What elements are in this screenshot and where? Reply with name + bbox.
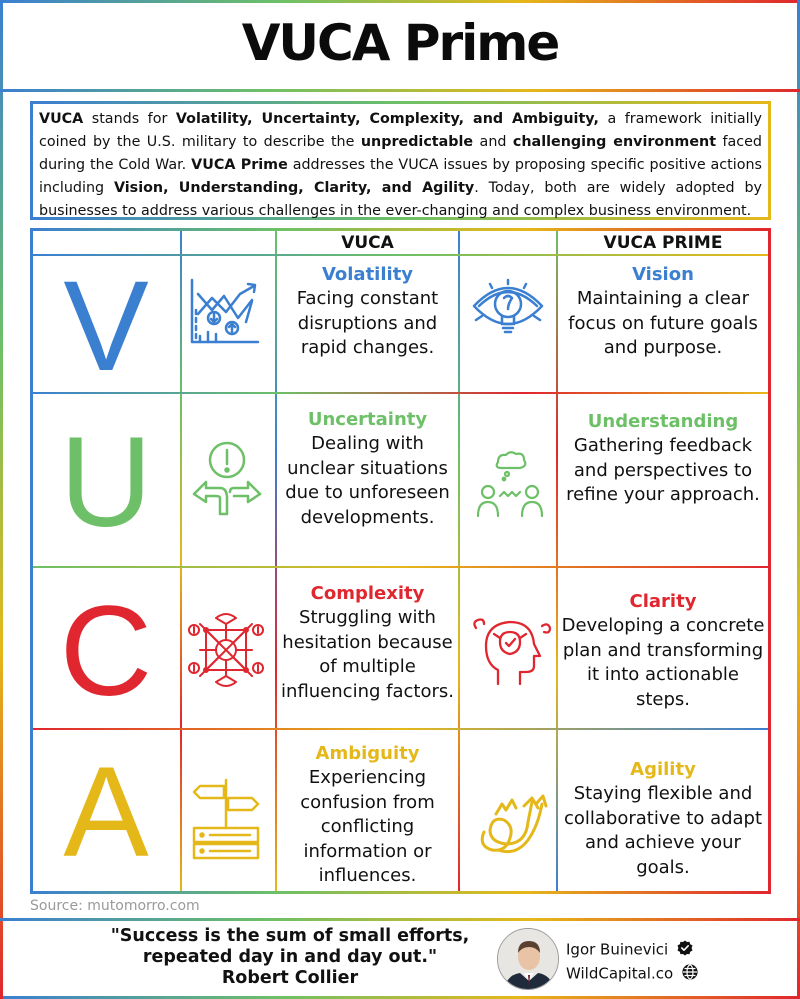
vuca-cell-complexity: Complexity Struggling with hesitation be…	[277, 582, 458, 704]
prime-cell-clarity: Clarity Developing a concrete plan and t…	[558, 590, 768, 712]
intro-term-unpredictable: unpredictable	[360, 134, 474, 150]
title-divider	[0, 89, 800, 92]
prime-title: Understanding	[587, 411, 739, 432]
eye-lightbulb-icon	[470, 276, 546, 353]
intro-text: stands for	[83, 111, 176, 127]
grid-line	[458, 231, 460, 891]
letter-c: C	[59, 580, 153, 723]
people-discussion-icon	[474, 448, 546, 525]
letter-a: A	[63, 741, 149, 884]
letter-u: U	[59, 411, 153, 554]
intro-term-list: Volatility, Uncertainty, Complexity, and…	[175, 111, 599, 127]
prime-description: Gathering feedback and perspectives to r…	[566, 435, 760, 505]
globe-icon	[682, 964, 698, 984]
quote-author: Robert Collier	[221, 968, 359, 988]
prime-cell-vision: Vision Maintaining a clear focus on futu…	[558, 263, 768, 361]
quote-line: repeated day in and day out."	[142, 947, 438, 967]
quote-line: "Success is the sum of small efforts,	[110, 926, 470, 946]
grid-line	[275, 231, 277, 891]
head-brain-icon	[472, 614, 552, 693]
prime-cell-agility: Agility Staying flexible and collaborati…	[558, 758, 768, 880]
header-vuca-prime: VUCA PRIME	[603, 233, 723, 253]
vuca-title: Ambiguity	[315, 743, 420, 764]
vuca-cell-volatility: Volatility Facing constant disruptions a…	[277, 263, 458, 361]
vuca-description: Experiencing confusion from conflicting …	[300, 767, 435, 886]
vuca-cell-uncertainty: Uncertainty Dealing with unclear situati…	[277, 408, 458, 530]
intro-term-prime-list: Vision, Understanding, Clarity, and Agil…	[113, 180, 475, 196]
intro-text: a framework initially coined by the U.S.…	[39, 111, 762, 150]
source-credit: Source: mutomorro.com	[30, 898, 200, 914]
vuca-description: Facing constant disruptions and rapid ch…	[296, 288, 439, 358]
grid-line	[556, 231, 558, 891]
page-title: VUCA Prime	[241, 14, 561, 72]
header-vuca: VUCA	[341, 233, 394, 253]
grid-line	[180, 231, 182, 891]
prime-description: Developing a concrete plan and transform…	[561, 615, 765, 710]
intro-text: addresses the VUCA issues by proposing s…	[39, 157, 762, 196]
footer-divider	[0, 918, 800, 921]
vuca-description: Dealing with unclear situations due to u…	[285, 433, 450, 528]
crossroads-alert-icon	[190, 440, 264, 523]
prime-title: Clarity	[629, 591, 697, 612]
network-hub-icon	[186, 610, 266, 695]
quote-block: "Success is the sum of small efforts, re…	[60, 926, 520, 989]
intro-text: . Today, both are widely adopted by busi…	[39, 180, 763, 219]
vuca-cell-ambiguity: Ambiguity Experiencing confusion from co…	[277, 742, 458, 889]
intro-term-environment: challenging environment	[512, 134, 717, 150]
prime-title: Vision	[632, 264, 694, 285]
right-border	[797, 0, 800, 999]
bottom-border	[0, 996, 800, 999]
intro-term-vuca-prime: VUCA Prime	[191, 157, 288, 173]
author-name: Igor Buinevici	[566, 940, 669, 959]
grid-line	[33, 392, 768, 394]
intro-text: and	[473, 134, 513, 150]
left-border	[0, 0, 3, 999]
vuca-description: Struggling with hesitation because of mu…	[281, 607, 454, 702]
prime-description: Maintaining a clear focus on future goal…	[568, 288, 758, 358]
grid-line	[33, 566, 768, 568]
prime-cell-understanding: Understanding Gathering feedback and per…	[558, 410, 768, 508]
verified-badge-icon	[677, 940, 693, 960]
vuca-title: Uncertainty	[307, 409, 428, 430]
grid-line	[33, 728, 768, 730]
prime-description: Staying flexible and collaborative to ad…	[563, 783, 763, 878]
vuca-table	[30, 228, 771, 894]
grid-line	[33, 254, 768, 256]
intro-text: faced during the Cold War.	[39, 134, 762, 173]
chart-arrows-icon	[186, 276, 264, 353]
top-border	[0, 0, 800, 3]
vuca-title: Complexity	[310, 583, 425, 604]
letter-v: V	[63, 255, 149, 398]
intro-paragraph: VUCA stands for Volatility, Uncertainty,…	[30, 101, 771, 220]
tangled-arrows-icon	[476, 788, 548, 863]
author-website[interactable]: WildCapital.co	[566, 964, 674, 983]
intro-term-vuca: VUCA	[39, 111, 84, 127]
author-site-row: WildCapital.co	[566, 964, 698, 984]
avatar	[497, 928, 559, 990]
prime-title: Agility	[630, 759, 696, 780]
signpost-icon	[190, 776, 262, 869]
author-name-row: Igor Buinevici	[566, 940, 693, 960]
vuca-title: Volatility	[321, 264, 414, 285]
